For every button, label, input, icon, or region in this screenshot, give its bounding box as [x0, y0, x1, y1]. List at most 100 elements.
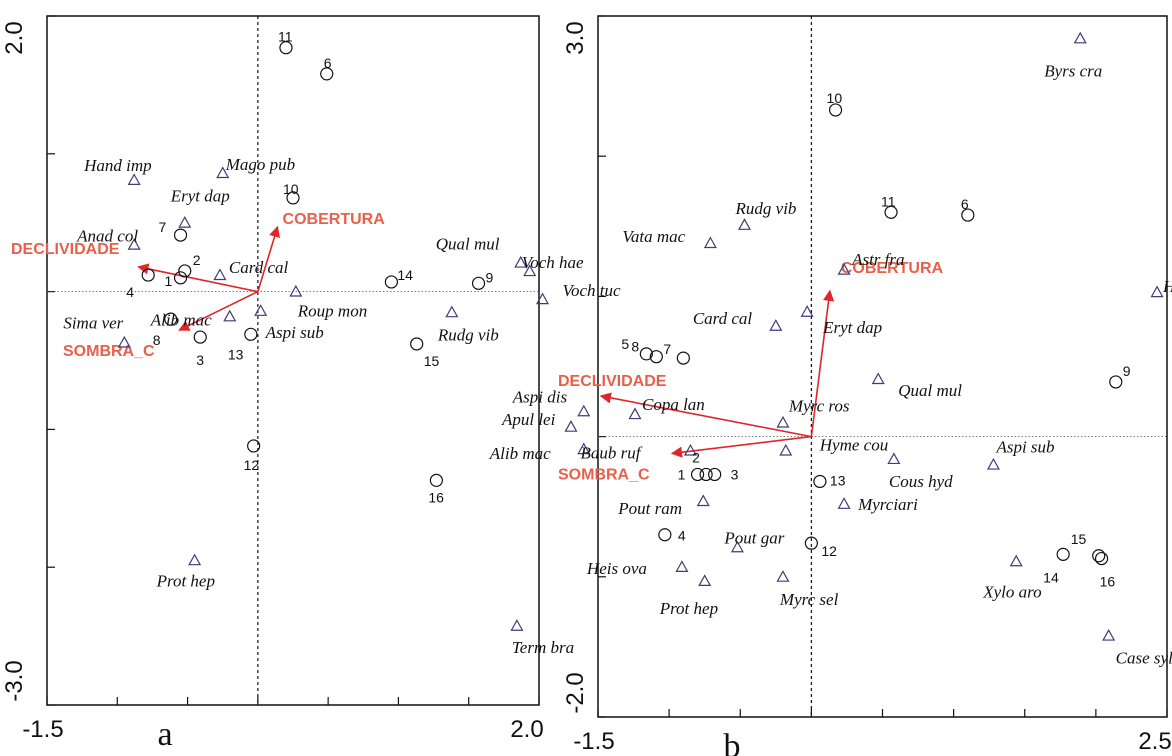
site-label: 13	[228, 346, 244, 362]
species-marker	[178, 215, 192, 228]
species-label: Rudg vib	[735, 199, 797, 218]
site-label: 1	[678, 466, 686, 482]
site-marker	[286, 191, 300, 205]
species-marker	[1009, 554, 1023, 567]
species-label: Hima obo	[1162, 277, 1172, 296]
species-label: Voch tuc	[563, 281, 622, 300]
env-vector-arrow	[137, 263, 259, 293]
species-label: Xylo aro	[982, 582, 1041, 601]
site-label: 4	[678, 528, 686, 544]
species-marker	[1102, 628, 1116, 641]
species-marker	[703, 236, 717, 249]
species-marker	[730, 540, 744, 553]
panel-a: -1.5 2.0 2.0 -3.0 a COBERTURA DECLIVIDADE SOMBR…	[1, 15, 544, 753]
species-label: Sima ver	[63, 314, 123, 333]
x-tick-label-max: 2.0	[510, 716, 543, 743]
site-label: 15	[1071, 531, 1087, 547]
species-label: Myrciari	[857, 495, 918, 514]
site-label: 10	[827, 90, 843, 106]
site-marker	[961, 208, 975, 222]
species-marker	[986, 457, 1000, 470]
site-marker	[884, 205, 898, 219]
species-marker	[800, 305, 814, 317]
species-label: Alib mac	[150, 310, 212, 329]
species-label: Anad col	[76, 227, 138, 246]
species-marker	[675, 560, 689, 572]
panel-label: b	[724, 728, 741, 756]
site-marker	[141, 268, 155, 282]
species-marker	[769, 319, 783, 331]
site-label: 9	[486, 269, 494, 285]
species-label: Case syl	[1116, 649, 1172, 668]
panel-label: a	[157, 716, 172, 753]
species-label: Pout gar	[723, 528, 784, 547]
env-vector-arrow	[810, 289, 835, 437]
species-marker	[1150, 285, 1164, 298]
site-marker	[178, 264, 192, 278]
site-label: 13	[830, 472, 846, 488]
panel-b: -1.5 2.5 3.0 -2.0 b COBERTURA DECLIVIDADE SOMBR…	[489, 15, 1172, 756]
site-label: 15	[424, 353, 440, 369]
species-marker	[254, 304, 268, 316]
species-marker	[188, 553, 202, 566]
species-label: Heis ova	[586, 559, 647, 578]
site-marker	[429, 473, 443, 487]
site-label: 4	[126, 284, 134, 300]
species-label: Apul lei	[501, 410, 556, 429]
site-marker	[1109, 375, 1123, 389]
plot-frame	[46, 15, 540, 706]
site-label: 7	[663, 341, 671, 357]
env-vector-arrow	[599, 392, 812, 438]
site-marker	[828, 103, 843, 117]
species-label: Copa lan	[642, 395, 705, 414]
species-marker	[776, 570, 790, 582]
site-marker	[658, 528, 672, 542]
site-marker	[649, 350, 663, 364]
species-marker	[837, 263, 851, 275]
site-marker	[173, 228, 188, 242]
species-marker	[117, 335, 131, 348]
species-marker	[776, 415, 790, 428]
species-label: Qual mul	[898, 381, 962, 400]
species-label: Mago pub	[225, 155, 295, 174]
species-label: Astr fra	[851, 250, 904, 269]
species-marker	[577, 404, 591, 417]
species-marker	[536, 292, 550, 305]
site-marker	[813, 474, 827, 489]
site-marker	[320, 67, 334, 81]
site-label: 6	[324, 55, 332, 71]
x-tick-label-max: 2.5	[1138, 728, 1171, 755]
species-marker	[698, 574, 712, 587]
site-marker	[384, 275, 398, 289]
site-marker	[1094, 551, 1109, 566]
site-label: 12	[821, 543, 837, 559]
env-vector-label: SOMBRA_C	[558, 466, 650, 483]
site-label: 1	[165, 273, 173, 289]
species-label: Qual mul	[436, 235, 500, 254]
species-label: Aspi dis	[512, 387, 568, 406]
env-vector-arrow	[178, 290, 259, 331]
species-marker	[289, 284, 303, 297]
site-marker	[164, 312, 178, 326]
species-label: Rudg vib	[437, 325, 499, 344]
species-label: Pout ram	[617, 499, 682, 518]
species-marker	[523, 264, 537, 277]
site-label: 3	[731, 466, 739, 482]
site-marker	[804, 536, 818, 550]
site-marker	[471, 276, 486, 290]
env-vector-label: DECLIVIDADE	[558, 373, 667, 390]
env-vector-label: COBERTURA	[283, 211, 386, 228]
site-label: 16	[428, 489, 444, 505]
site-label: 3	[196, 352, 204, 368]
species-marker	[837, 497, 851, 509]
species-label: Myrc ros	[788, 397, 850, 416]
x-tick-label-min: -1.5	[573, 728, 614, 755]
species-label: Alib mac	[489, 444, 551, 463]
species-marker	[564, 420, 578, 432]
species-label: Eryt dap	[170, 187, 230, 206]
site-label: 14	[1043, 569, 1059, 585]
species-marker	[510, 619, 524, 631]
species-marker	[696, 494, 710, 507]
site-marker	[639, 347, 653, 361]
site-label: 14	[397, 267, 413, 283]
